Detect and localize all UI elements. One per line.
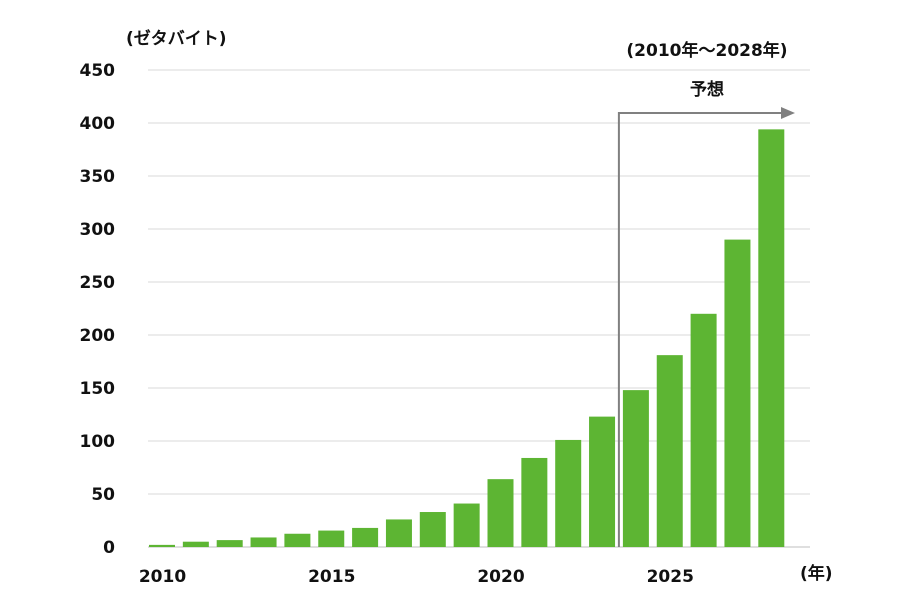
bar [318,530,345,547]
y-tick-label: 50 [91,485,115,505]
bar [656,355,683,547]
bar [690,313,717,547]
y-tick-label: 0 [103,538,115,558]
bar [622,390,649,547]
forecast-annotation: (2010年〜2028年) 予想 [617,40,795,547]
y-tick-label: 450 [80,61,116,81]
y-tick-label: 200 [80,326,116,346]
bars [149,129,785,548]
x-tick-label: 2010 [139,567,186,587]
x-axis-label: (年) [800,563,833,584]
forecast-range-label: (2010年〜2028年) [626,40,787,61]
x-tick-label: 2015 [308,567,355,587]
bar [216,540,243,547]
forecast-arrowhead [781,107,795,119]
bar [724,239,751,547]
forecast-label: 予想 [690,79,724,100]
y-tick-label: 150 [80,379,116,399]
bar [555,439,582,547]
bar [182,541,209,547]
bar [250,537,277,547]
gridlines [148,69,810,548]
x-tick-label: 2020 [477,567,524,587]
bar [521,457,548,547]
y-tick-labels: 0 50 100 150 200 250 300 350 400 450 [80,61,116,558]
x-tick-label: 2025 [647,567,694,587]
y-tick-label: 100 [80,432,116,452]
bar [352,527,379,547]
y-tick-label: 400 [80,114,116,134]
bar [487,479,514,547]
y-tick-label: 300 [80,220,116,240]
y-tick-label: 250 [80,273,116,293]
bar [453,503,480,547]
x-tick-labels: 2010 2015 2020 2025 [139,567,694,587]
bar [758,129,785,548]
forecast-bracket-line [617,112,783,547]
bar [419,512,446,547]
y-axis-label: (ゼタバイト) [126,28,227,49]
y-tick-label: 350 [80,167,116,187]
bar [589,416,616,547]
bar [284,533,311,547]
bar [385,519,412,547]
bar [149,544,175,547]
